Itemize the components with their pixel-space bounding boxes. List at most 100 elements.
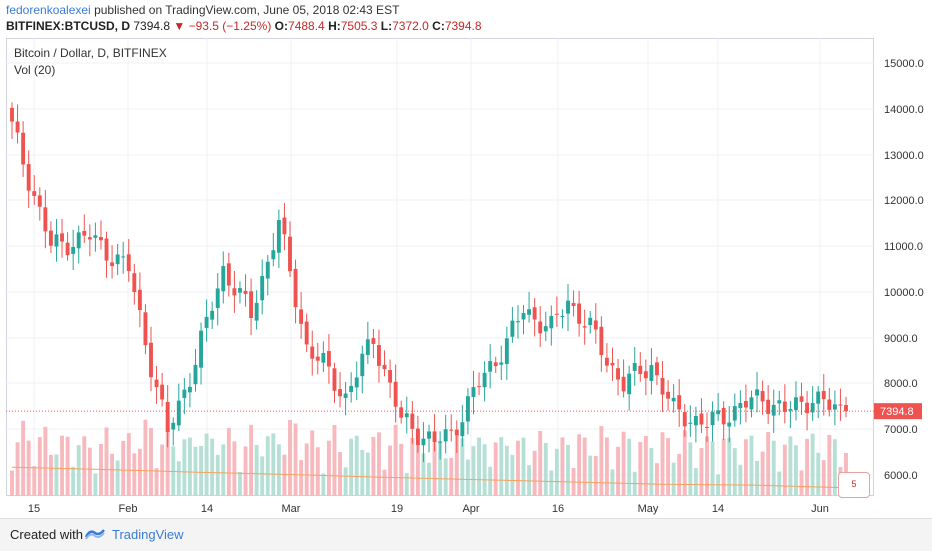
volume-bar [743,439,748,496]
events-badge[interactable]: 5 [838,472,870,498]
candle-body [699,413,704,425]
candle-body [310,346,315,359]
candle-body [143,312,148,346]
volume-bar [282,454,287,496]
candle-body [816,391,821,404]
candle-body [432,431,437,442]
volume-bar [354,435,359,496]
volume-bar [315,447,320,496]
volume-bar [660,432,665,496]
volume-bar [271,433,276,496]
candle-body [99,237,103,241]
candle-body [182,389,187,398]
volume-bar [738,464,743,496]
volume-bar [37,437,42,496]
candle-body [87,237,92,240]
volume-bar [666,438,671,496]
volume-bar [415,429,420,496]
volume-bar [677,453,682,496]
volume-bar [471,446,476,496]
chart-title: Bitcoin / Dollar, D, BITFINEX [14,46,167,60]
candle-body [421,438,426,446]
volume-bar [210,438,215,496]
volume-bar [199,445,203,496]
candle-body [832,404,837,410]
volume-bar [788,436,793,496]
author-link[interactable]: fedorenkoalexei [6,3,91,17]
candle-body [844,405,848,412]
high-label: H: [328,19,341,33]
candle-body [577,303,582,324]
volume-bar [805,438,810,496]
candle-body [232,288,237,296]
volume-bar [749,435,754,496]
volume-bar [516,440,520,496]
volume-bar [799,470,804,496]
volume-bar [326,440,331,496]
volume-bar [365,452,370,496]
y-tick-label: 14000.0 [884,104,924,116]
y-tick-label: 10000.0 [884,287,924,299]
volume-bar [621,431,626,496]
volume-bar [60,435,64,496]
candle-body [187,386,192,393]
volume-bar [655,463,659,496]
volume-bar [404,473,409,496]
y-tick-label: 13000.0 [884,150,924,162]
y-tick-label: 7000.0 [884,424,918,436]
volume-bar [421,453,426,496]
candle-body [549,315,554,329]
volume-bar [243,446,248,496]
candle-body [493,362,498,367]
candle-body [671,397,676,402]
volume-bar [321,473,326,496]
volume-bar [810,433,815,496]
volume-bar [349,438,354,496]
candle-body [821,390,826,400]
volume-bar [43,426,48,496]
candle-body [516,321,520,323]
last-price-tag-label: 7394.8 [880,406,914,418]
volume-bar [538,430,543,496]
last-price: 7394.8 [133,19,171,33]
volume-bar [15,442,20,496]
candle-body [132,273,137,293]
candle-body [760,391,765,402]
volume-bar [582,437,587,496]
low-label: L: [380,19,393,33]
y-tick-label: 11000.0 [884,241,923,253]
candle-body [582,326,587,328]
candle-body [827,399,832,410]
candle-body [21,132,26,165]
volume-bar [187,437,192,496]
y-tick-label: 15000.0 [884,58,924,70]
volume-bar [65,436,70,496]
candle-body [543,326,548,332]
volume-bar [443,458,448,496]
candle-body [165,401,170,433]
volume-bar [115,460,120,496]
candle-body [226,263,231,286]
volume-bar [176,461,181,496]
candle-body [693,416,698,426]
candle-body [349,385,354,392]
candle-body [37,195,42,207]
volume-bar [482,444,487,496]
volume-bar [93,473,98,496]
candle-body [282,217,287,235]
volume-bar [616,446,620,496]
candle-body [93,235,98,238]
tradingview-brand-link[interactable]: TradingView [112,527,184,542]
candle-body [460,422,465,437]
volume-bar [126,433,131,496]
volume-bar [766,431,771,496]
candle-body [254,302,259,321]
volume-bar [721,438,726,496]
volume-bar [593,455,598,496]
candle-body [360,353,365,377]
volume-ma-line [11,466,847,489]
candle-body [660,377,665,395]
candle-body [215,288,220,309]
volume-bar [543,443,548,496]
